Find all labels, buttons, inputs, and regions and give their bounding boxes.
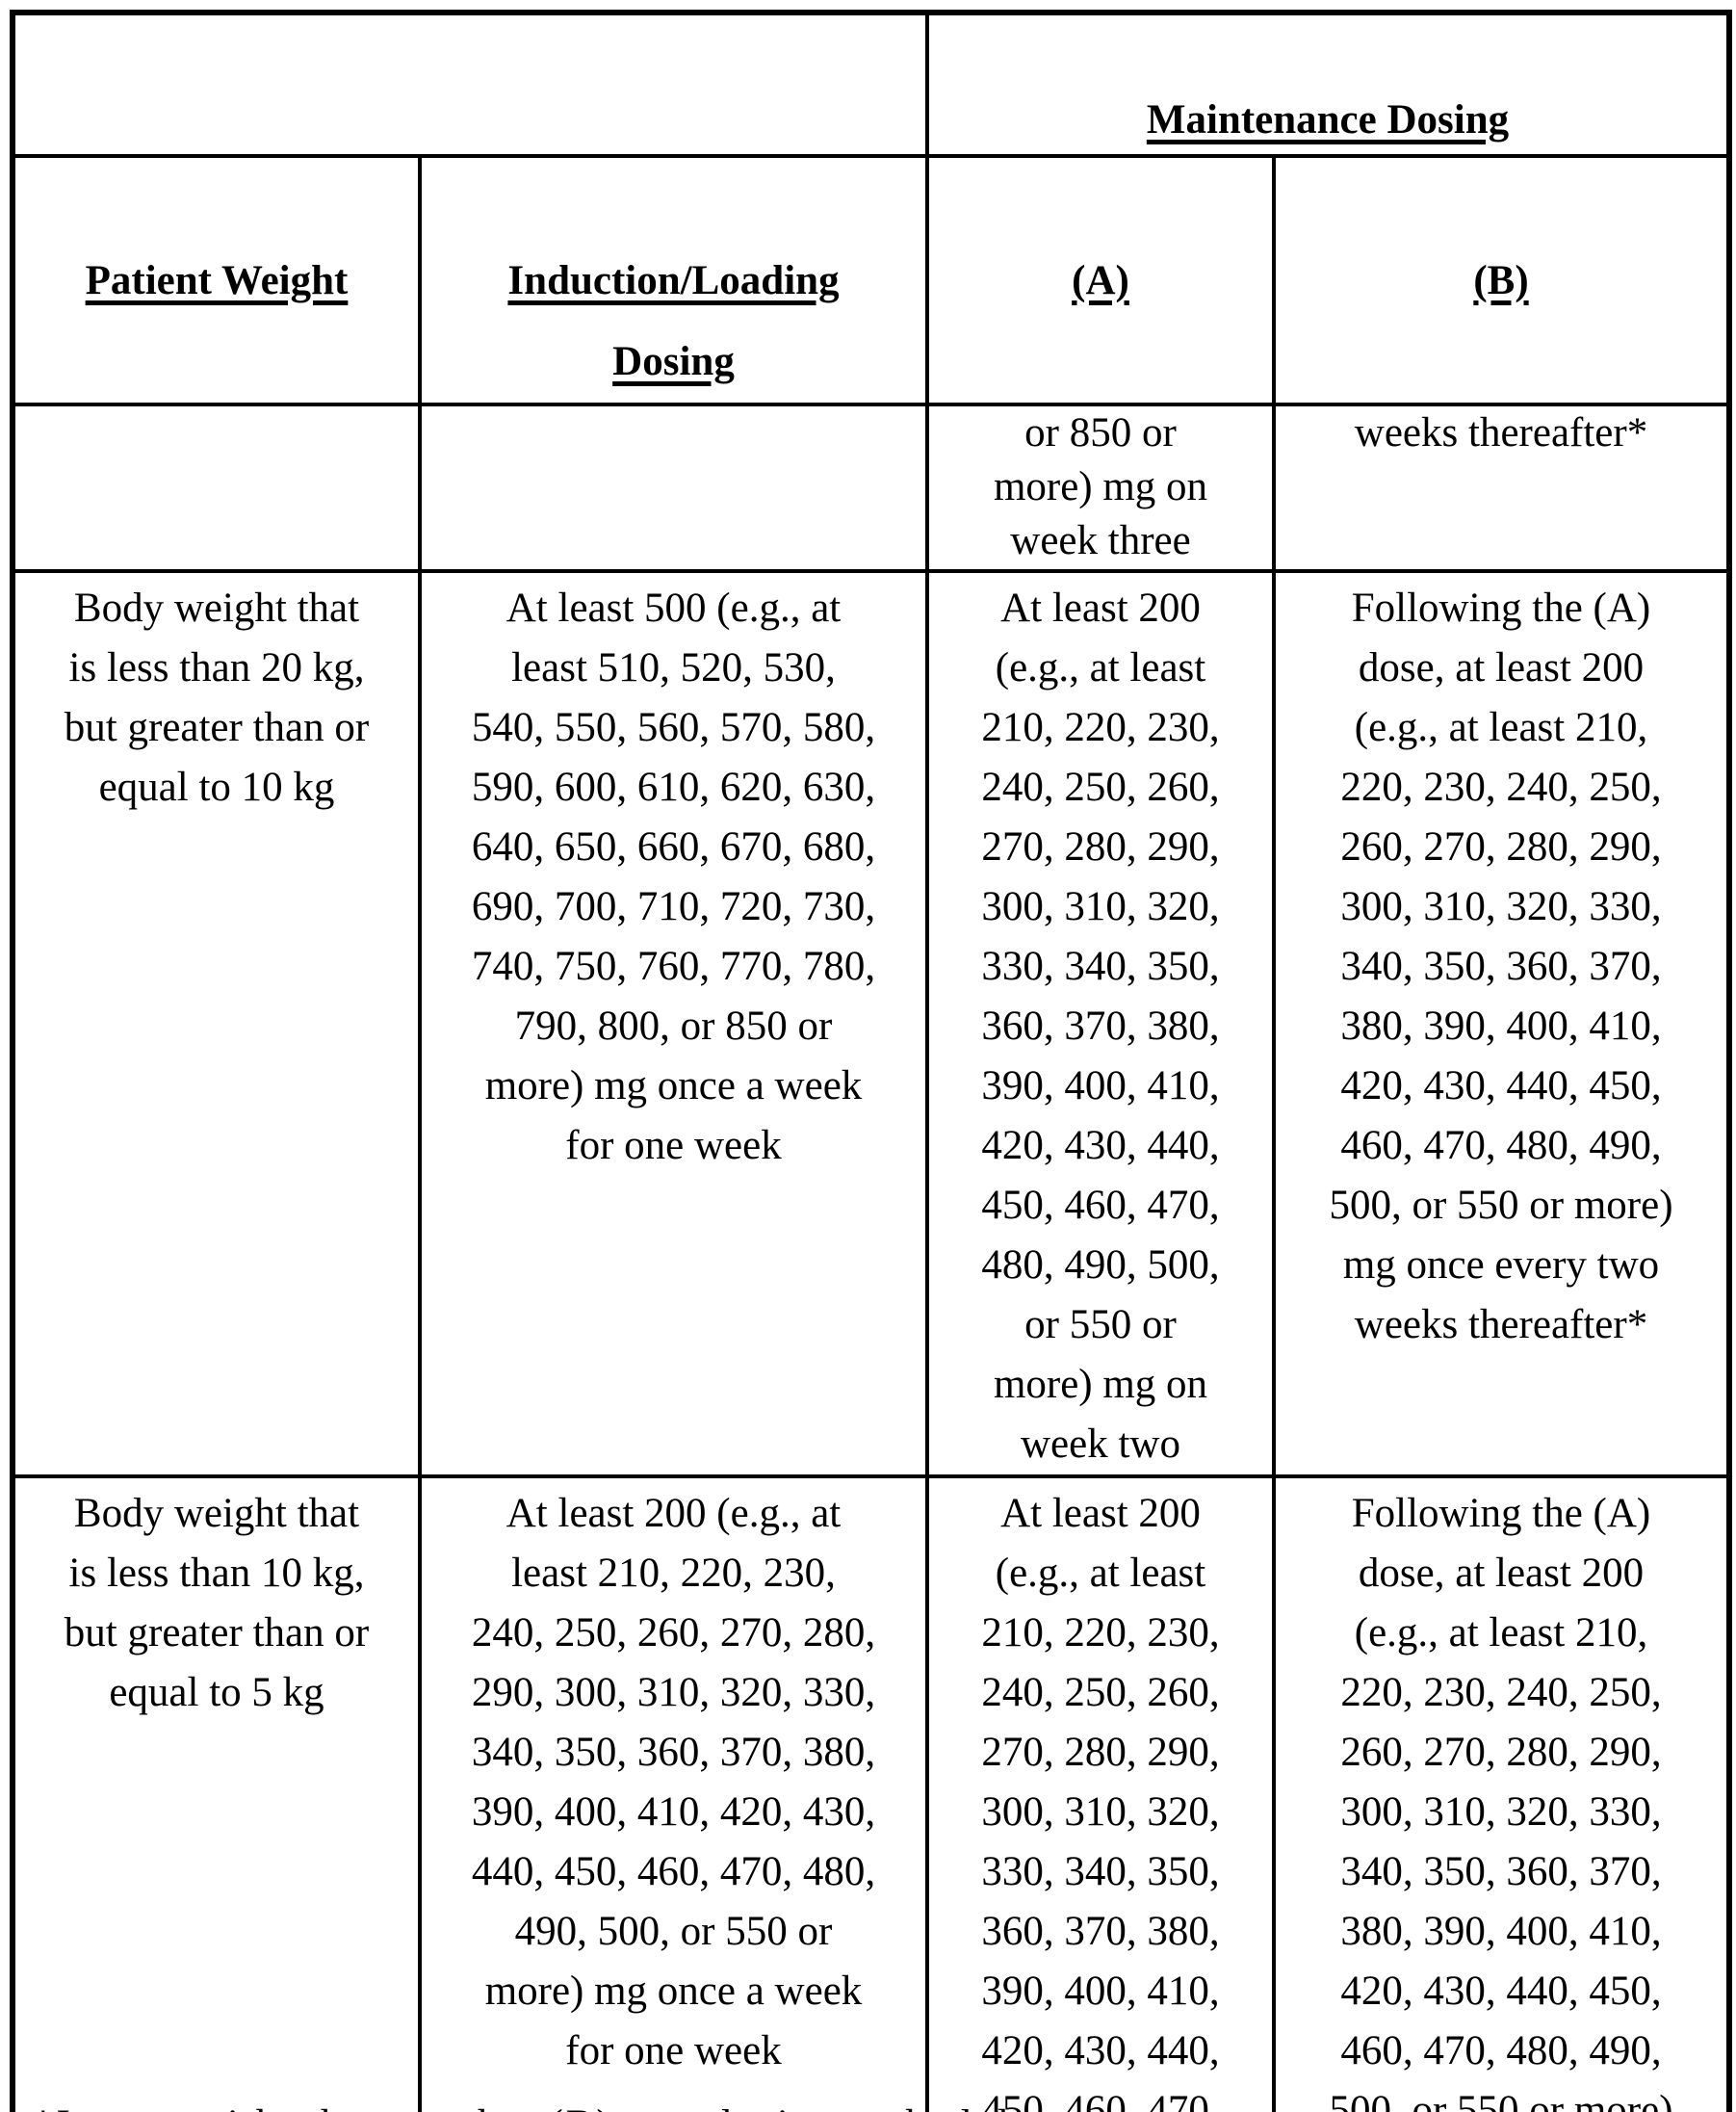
cell-maintenance-a-10-to-20kg: At least 200 (e.g., at least 210, 220, 2… <box>925 569 1276 1478</box>
table-row-weight-10-to-20kg: Body weight that is less than 20 kg, but… <box>11 569 1731 1478</box>
cell-patient-weight-5-to-10kg: Body weight that is less than 10 kg, but… <box>11 1474 422 2112</box>
maintenance-dosing-header-cell: Maintenance Dosing <box>925 11 1731 158</box>
table-row-continuation: or 850 or more) mg on week three weeks t… <box>11 403 1731 573</box>
cell-maintenance-a-continuation: or 850 or more) mg on week three <box>925 403 1276 573</box>
maintenance-a-header-label: (A) <box>1072 258 1129 303</box>
table-row-column-headers: Patient Weight Induction/Loading Dosing … <box>11 154 1731 406</box>
cell-maintenance-a-5-to-10kg: At least 200 (e.g., at least 210, 220, 2… <box>925 1474 1276 2112</box>
maintenance-a-header-cell: (A) <box>925 154 1276 406</box>
cell-maintenance-b-continuation: weeks thereafter* <box>1272 403 1731 573</box>
patient-weight-header-label: Patient Weight <box>85 258 349 303</box>
maintenance-b-header-cell: (B) <box>1272 154 1731 406</box>
cell-patient-weight-continuation <box>11 403 422 573</box>
dosing-table: Maintenance Dosing Patient Weight Induct… <box>10 10 1732 2112</box>
cell-maintenance-b-5-to-10kg: Following the (A) dose, at least 200 (e.… <box>1272 1474 1731 2112</box>
patient-weight-header-cell: Patient Weight <box>11 154 422 406</box>
cell-induction-loading-10-to-20kg: At least 500 (e.g., at least 510, 520, 5… <box>418 569 929 1478</box>
footnote-cut-off: *In … with the … the (B) … dosing schedu… <box>33 2101 1104 2112</box>
maintenance-b-header-label: (B) <box>1473 258 1529 303</box>
cell-induction-loading-5-to-10kg: At least 200 (e.g., at least 210, 220, 2… <box>418 1474 929 2112</box>
induction-loading-header-cell: Induction/Loading Dosing <box>418 154 929 406</box>
cell-patient-weight-10-to-20kg: Body weight that is less than 20 kg, but… <box>11 569 422 1478</box>
maintenance-dosing-label: Maintenance Dosing <box>1146 97 1510 143</box>
cell-induction-loading-continuation <box>418 403 929 573</box>
table-row-weight-5-to-10kg: Body weight that is less than 10 kg, but… <box>11 1474 1731 2112</box>
empty-header-cell <box>11 11 929 158</box>
cell-maintenance-b-10-to-20kg: Following the (A) dose, at least 200 (e.… <box>1272 569 1731 1478</box>
induction-loading-header-label: Induction/Loading Dosing <box>507 258 840 384</box>
table-row-top-header: Maintenance Dosing <box>11 11 1731 158</box>
